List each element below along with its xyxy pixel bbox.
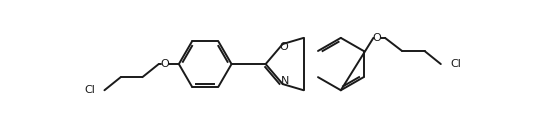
Text: O: O xyxy=(160,59,169,69)
Text: O: O xyxy=(373,33,381,43)
Text: N: N xyxy=(281,76,289,86)
Text: Cl: Cl xyxy=(450,59,461,69)
Text: Cl: Cl xyxy=(84,85,95,95)
Text: O: O xyxy=(279,42,288,52)
